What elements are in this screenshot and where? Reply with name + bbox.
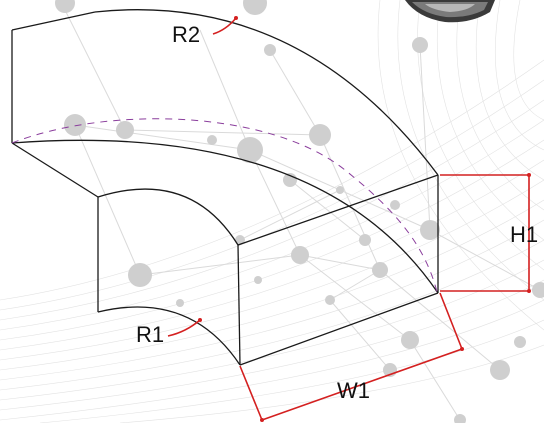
network-node xyxy=(401,331,419,349)
dimension-annotations xyxy=(167,17,530,422)
network-node xyxy=(532,282,544,298)
network-node xyxy=(237,137,263,163)
outer-lower-arc xyxy=(11,139,439,294)
network-node xyxy=(359,234,371,246)
top-end-diagonal-edge xyxy=(11,142,99,198)
inner-lower-arc xyxy=(97,306,241,366)
r1-leader xyxy=(167,319,201,337)
network-node xyxy=(420,220,440,240)
outer-arc xyxy=(94,9,439,176)
r2-leader xyxy=(212,17,237,35)
network-node xyxy=(55,0,75,13)
network-node xyxy=(207,135,217,145)
network-node xyxy=(412,37,428,53)
h1-label: H1 xyxy=(510,222,538,247)
network-node xyxy=(490,360,510,380)
network-node xyxy=(64,114,86,136)
network-node xyxy=(454,414,466,423)
network-node xyxy=(336,186,344,194)
h1-dimension-bracket xyxy=(440,174,530,292)
network-node xyxy=(390,200,400,210)
photo-fragment xyxy=(405,0,495,23)
front-end-top-edge xyxy=(237,174,439,246)
network-node xyxy=(128,263,152,287)
front-end-left-edge xyxy=(237,244,241,366)
top-end-top-edge xyxy=(11,11,96,31)
network-node xyxy=(116,121,134,139)
network-node xyxy=(176,299,184,307)
centerline xyxy=(11,118,438,293)
network-node xyxy=(254,276,262,284)
elbow-duct-outline xyxy=(11,9,439,366)
front-end-bottom-edge xyxy=(239,292,439,366)
w1-dimension-bracket xyxy=(239,292,464,422)
dimension-ticks xyxy=(198,16,531,422)
network-node xyxy=(372,262,388,278)
network-node xyxy=(514,336,526,348)
network-node xyxy=(243,0,267,15)
network-lines xyxy=(59,0,541,421)
w1-label: W1 xyxy=(337,378,370,403)
r1-label: R1 xyxy=(136,322,164,347)
network-nodes xyxy=(55,0,544,423)
r2-label: R2 xyxy=(172,22,200,47)
network-node xyxy=(291,246,309,264)
network-node xyxy=(235,235,245,245)
network-node xyxy=(264,44,276,56)
network-node xyxy=(309,124,331,146)
inner-arc xyxy=(97,188,239,246)
network-node xyxy=(325,295,335,305)
